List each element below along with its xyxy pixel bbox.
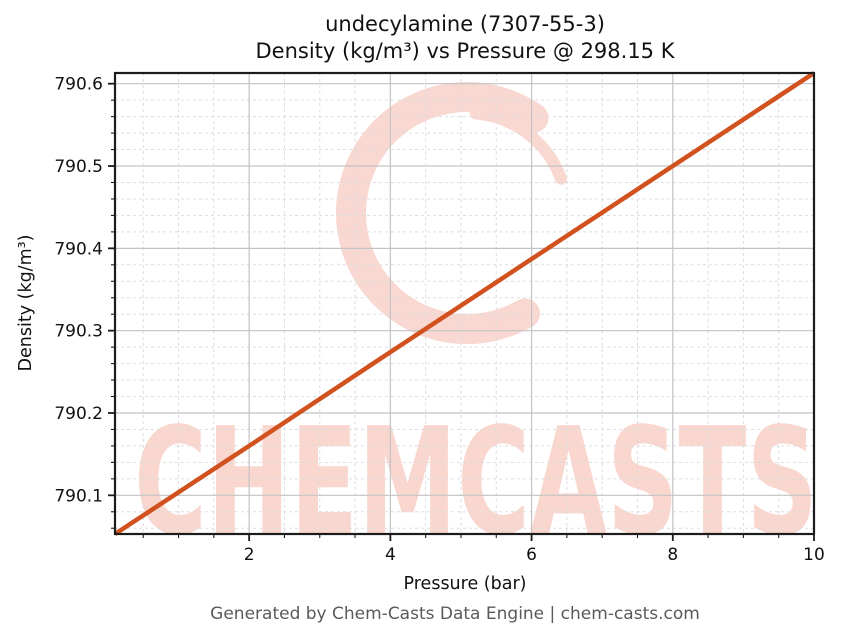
x-tick-label: 8 bbox=[667, 545, 678, 565]
y-tick-label: 790.5 bbox=[54, 157, 103, 177]
watermark-text: CHEMCASTS bbox=[134, 396, 818, 568]
x-tick-label: 6 bbox=[526, 545, 537, 565]
y-tick-label: 790.4 bbox=[54, 239, 103, 259]
x-tick-label: 4 bbox=[385, 545, 396, 565]
chart-title-line1: undecylamine (7307-55-3) bbox=[325, 12, 605, 36]
y-tick-label: 790.1 bbox=[54, 486, 103, 506]
y-axis-label: Density (kg/m³) bbox=[16, 234, 36, 372]
x-tick-label: 2 bbox=[244, 545, 255, 565]
x-axis-label: Pressure (bar) bbox=[403, 574, 527, 594]
chart-title-line2: Density (kg/m³) vs Pressure @ 298.15 K bbox=[255, 39, 675, 63]
y-tick-label: 790.6 bbox=[54, 75, 103, 95]
x-tick-label: 10 bbox=[803, 545, 825, 565]
plot-border bbox=[113, 71, 816, 536]
footer-text: Generated by Chem-Casts Data Engine | ch… bbox=[210, 604, 700, 624]
data-line-density bbox=[113, 71, 816, 536]
watermark-logo-swoosh-icon bbox=[469, 107, 567, 185]
y-tick-label: 790.2 bbox=[54, 404, 103, 424]
y-tick-label: 790.3 bbox=[54, 322, 103, 342]
watermark-logo-icon bbox=[336, 82, 549, 345]
